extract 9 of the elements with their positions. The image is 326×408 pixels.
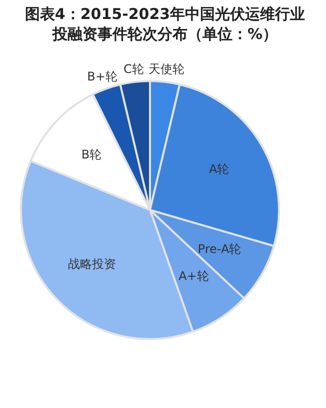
slice-label: A+轮 — [178, 269, 209, 284]
slice-label: C轮 — [123, 62, 144, 76]
slice-label: 天使轮 — [148, 62, 184, 76]
slice-label: 战略投资 — [68, 257, 116, 272]
slice-label: B轮 — [81, 148, 102, 162]
slice-label: Pre-A轮 — [198, 242, 242, 256]
chart-title: 图表4：2015-2023年中国光伏运维行业投融资事件轮次分布（单位：%） — [24, 4, 306, 44]
slice-label: A轮 — [208, 162, 230, 176]
slice-label: B+轮 — [87, 69, 118, 84]
